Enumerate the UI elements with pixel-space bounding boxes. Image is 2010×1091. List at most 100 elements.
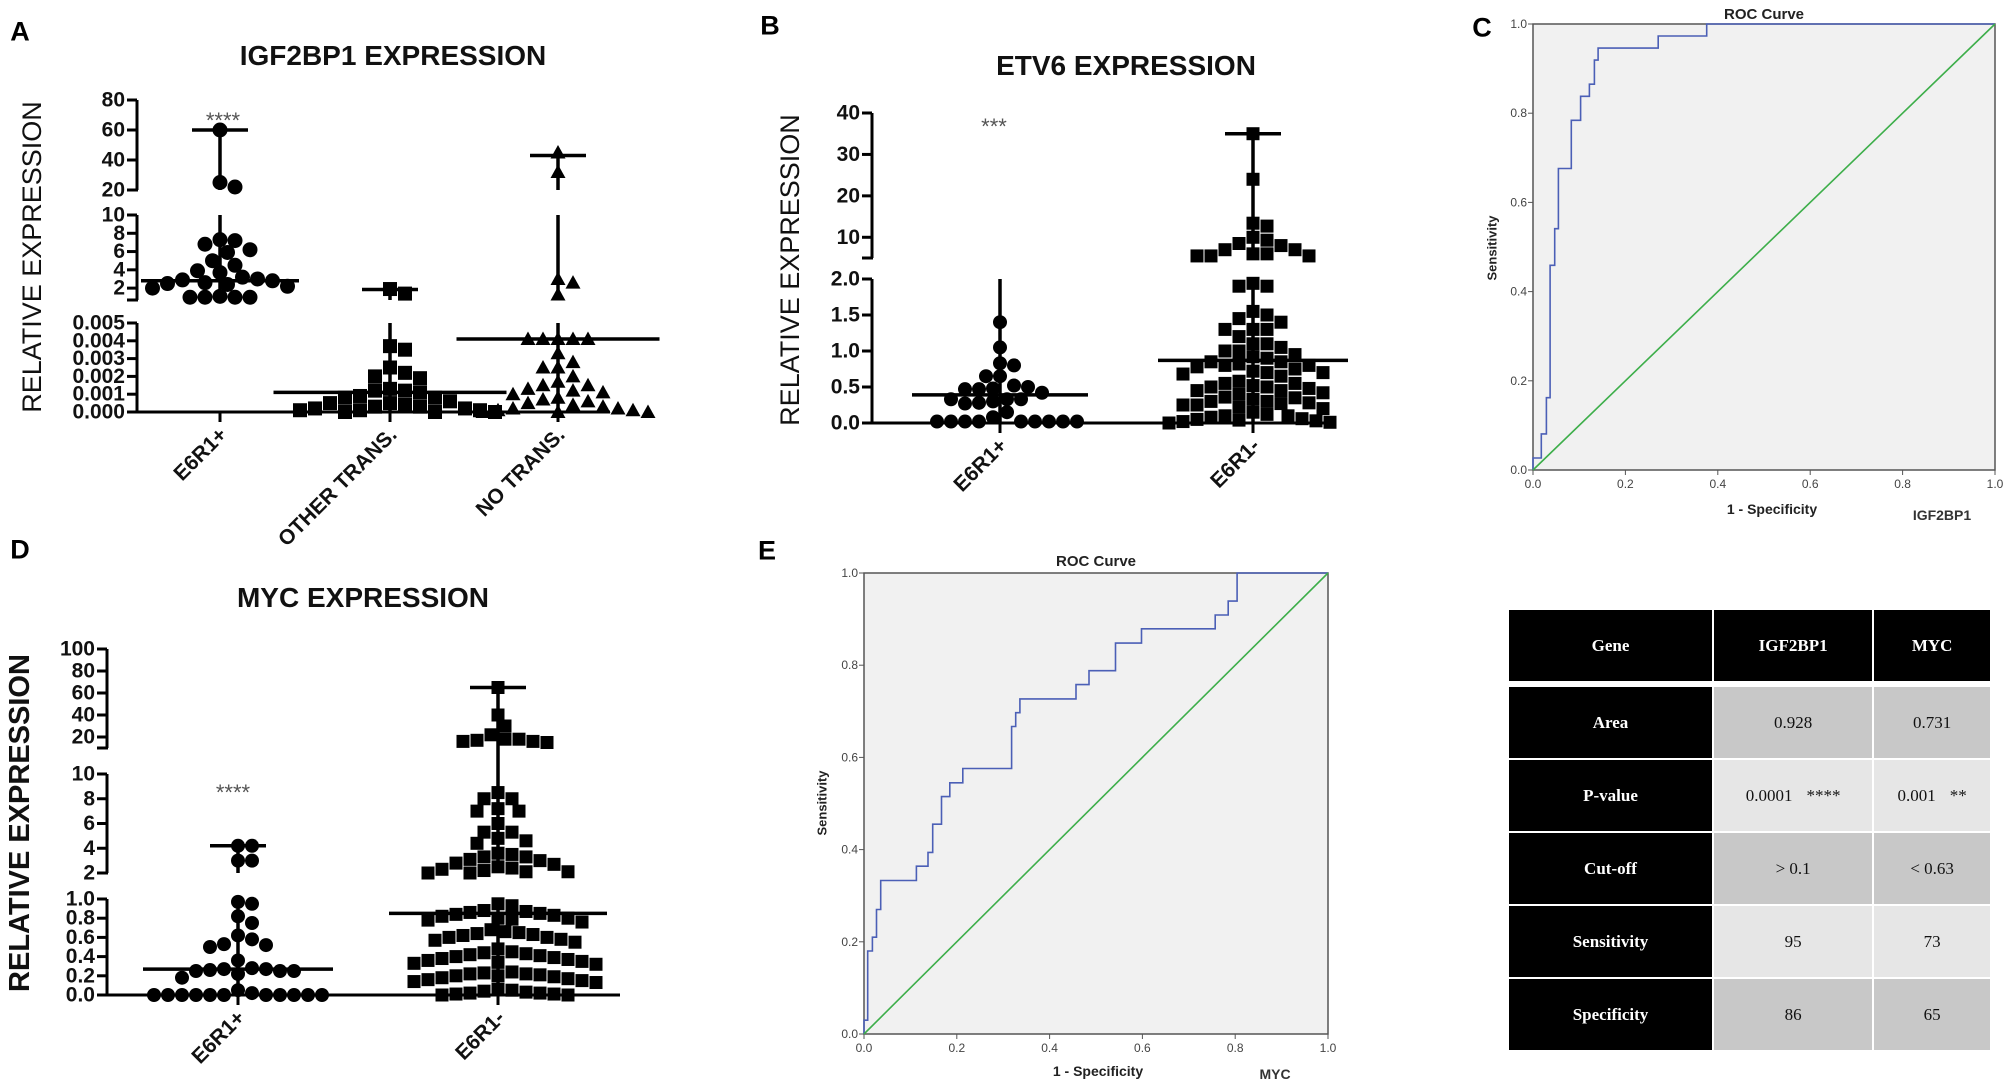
data-point <box>547 970 561 984</box>
data-point <box>197 236 213 252</box>
cell-myc: 0.001 ** <box>1874 760 1990 831</box>
data-point <box>540 736 554 749</box>
data-point <box>189 988 203 1002</box>
x-tick-label: 0.4 <box>1709 477 1726 491</box>
y-tick-label: 0.0 <box>831 412 860 435</box>
data-point <box>421 913 435 927</box>
chart-title: ROC Curve <box>1724 6 1804 23</box>
data-point <box>245 853 259 868</box>
data-point <box>287 964 301 978</box>
cell-myc: 0.731 <box>1874 687 1990 758</box>
data-point <box>575 954 589 968</box>
x-tick-label: 0.4 <box>1041 1041 1058 1055</box>
data-point <box>428 405 442 419</box>
data-point <box>1218 322 1232 336</box>
data-point <box>250 271 265 287</box>
x-tick-label: NO TRANS. <box>472 423 570 521</box>
data-point <box>353 403 367 418</box>
data-point <box>1218 344 1232 358</box>
data-point <box>490 402 506 417</box>
x-tick-label: E6R1+ <box>949 434 1011 496</box>
roc-curve <box>863 572 1328 1034</box>
y-tick-label: 10 <box>72 763 95 786</box>
table-row: P-value 0.0001 **** 0.001 ** <box>1509 760 1990 831</box>
x-tick-label: 0.0 <box>1525 477 1542 491</box>
data-point <box>1042 414 1056 429</box>
data-point <box>421 866 435 880</box>
data-point <box>1260 308 1274 322</box>
data-point <box>242 242 258 258</box>
data-point <box>470 836 484 850</box>
y-tick-label: 0.6 <box>841 750 858 764</box>
group-OTHER TRANS.: OTHER TRANS. <box>273 282 507 551</box>
table-header-igf2bp1: IGF2BP1 <box>1714 610 1873 681</box>
data-point <box>435 988 449 1002</box>
data-point <box>1288 376 1302 390</box>
data-point <box>505 861 519 875</box>
data-point <box>147 988 161 1002</box>
data-point <box>484 923 498 937</box>
y-tick-label: 6 <box>113 240 125 263</box>
data-point <box>505 899 519 913</box>
data-point <box>505 983 519 997</box>
data-point <box>533 986 547 1000</box>
data-point <box>505 945 519 959</box>
table-row: Area 0.928 0.731 <box>1509 687 1990 758</box>
y-tick-label: 20 <box>102 179 125 202</box>
data-point <box>189 964 203 978</box>
data-point <box>1288 243 1302 257</box>
data-point <box>1232 330 1246 344</box>
row-label: Specificity <box>1509 979 1712 1050</box>
data-point <box>458 401 472 416</box>
roc-curve <box>1532 23 1995 470</box>
data-point <box>610 400 626 415</box>
y-axis-label: RELATIVE EXPRESSION <box>4 654 36 992</box>
data-point <box>533 968 547 982</box>
data-point <box>449 856 463 870</box>
data-point <box>1260 322 1274 336</box>
data-point <box>323 396 337 411</box>
x-tick-label: 0.6 <box>1134 1041 1151 1055</box>
y-tick-label: 1.5 <box>831 304 861 327</box>
y-tick-label: 0.8 <box>841 658 858 672</box>
y-tick-label: 0.002 <box>72 365 125 388</box>
y-tick-label: 60 <box>102 119 125 142</box>
y-tick-label: 0.4 <box>841 843 858 857</box>
data-point <box>568 935 582 949</box>
cell-igf2bp1: > 0.1 <box>1714 833 1873 904</box>
data-point <box>526 734 540 748</box>
data-point <box>1260 279 1274 293</box>
data-point <box>1274 397 1288 411</box>
cell-myc: 65 <box>1874 979 1990 1050</box>
x-tick-label: E6R1- <box>1206 434 1264 492</box>
data-point <box>456 928 470 942</box>
x-tick-label: E6R1+ <box>187 1006 249 1068</box>
data-point <box>1056 414 1070 429</box>
data-point <box>505 792 519 806</box>
data-point <box>1190 398 1204 412</box>
data-point <box>245 986 259 1001</box>
data-point <box>1302 396 1316 410</box>
data-point <box>421 953 435 967</box>
data-point <box>338 390 352 405</box>
data-point <box>463 986 477 1000</box>
data-point <box>470 927 484 941</box>
y-tick-label: 20 <box>72 726 95 749</box>
group-E6R1+: E6R1+ **** <box>141 108 299 485</box>
data-point <box>398 365 412 380</box>
x-tick-label: 0.8 <box>1894 477 1911 491</box>
data-point <box>1162 416 1176 430</box>
data-point <box>1302 249 1316 263</box>
y-tick-label: 0.0 <box>66 984 95 1007</box>
data-point <box>435 952 449 966</box>
y-tick-label: 0.2 <box>1510 374 1527 388</box>
y-tick-label: 0.0 <box>841 1027 858 1041</box>
data-point <box>449 950 463 964</box>
data-point <box>1176 415 1190 429</box>
y-tick-label: 0.003 <box>72 347 125 370</box>
data-point <box>565 383 581 397</box>
x-axis-label: 1 - Specificity <box>1053 1063 1143 1079</box>
data-point <box>477 850 491 864</box>
data-point <box>227 233 243 249</box>
y-tick-label: 8 <box>83 787 95 810</box>
